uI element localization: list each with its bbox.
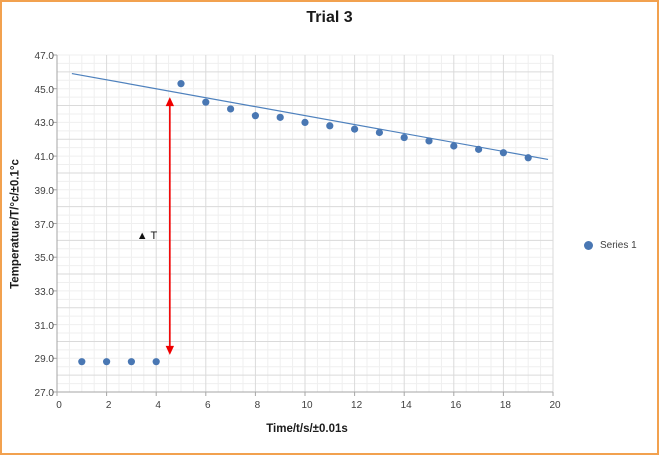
data-point[interactable] — [375, 128, 383, 137]
chart-title[interactable]: Trial 3 — [306, 9, 353, 26]
legend[interactable]: Series 1 — [584, 240, 637, 251]
data-point[interactable] — [499, 149, 507, 157]
y-tick-label: 47.0 — [34, 51, 54, 62]
x-tick-label: 6 — [205, 400, 211, 411]
x-tick-label: 12 — [351, 400, 363, 411]
x-tick-label: 10 — [301, 400, 313, 411]
y-tick-label: 41.0 — [34, 152, 54, 164]
x-tick-label: 20 — [549, 400, 561, 411]
x-tick-label: 2 — [105, 400, 112, 411]
data-point[interactable] — [103, 358, 111, 366]
data-point[interactable] — [425, 137, 433, 145]
data-point[interactable] — [524, 154, 532, 162]
data-point[interactable] — [400, 133, 408, 142]
y-tick-label: 45.0 — [34, 84, 54, 96]
data-point[interactable] — [351, 125, 359, 133]
legend-label: Series 1 — [600, 240, 637, 251]
data-point[interactable] — [301, 118, 309, 126]
data-point[interactable] — [202, 98, 210, 106]
delta-t-label[interactable]: ▲ T — [136, 229, 158, 242]
data-point[interactable] — [450, 142, 458, 150]
y-tick-label: 27.0 — [34, 388, 54, 399]
x-axis-title[interactable]: Time/t/s/±0.01s — [266, 423, 348, 435]
series-marker-icon — [584, 241, 593, 250]
y-tick-label: 31.0 — [34, 320, 54, 332]
y-tick-label: 33.0 — [34, 286, 54, 298]
data-point[interactable] — [251, 112, 259, 120]
x-tick-label: 8 — [254, 400, 261, 411]
x-tick-label: 0 — [56, 400, 62, 411]
x-tick-label: 4 — [155, 400, 161, 411]
y-tick-label: 43.0 — [34, 118, 54, 130]
x-tick-label: 18 — [499, 400, 511, 411]
data-point[interactable] — [227, 105, 235, 113]
y-tick-label: 39.0 — [34, 185, 54, 197]
x-tick-label: 16 — [450, 400, 462, 411]
trendline[interactable] — [71, 72, 549, 161]
y-tick-label: 37.0 — [34, 219, 54, 231]
arrow-down-icon — [165, 345, 175, 355]
y-tick-label: 35.0 — [34, 253, 54, 265]
data-point[interactable] — [326, 122, 334, 130]
arrow-up-icon — [165, 97, 175, 107]
data-point[interactable] — [177, 80, 185, 88]
data-point[interactable] — [127, 358, 135, 366]
y-tick-label: 29.0 — [34, 354, 54, 366]
x-tick-label: 14 — [400, 400, 412, 411]
data-point[interactable] — [276, 113, 284, 121]
data-point[interactable] — [475, 145, 483, 153]
data-point[interactable] — [152, 358, 160, 366]
data-point[interactable] — [78, 358, 86, 366]
y-axis-title[interactable]: Temperature/T/°c/±0.1°c — [9, 159, 22, 289]
